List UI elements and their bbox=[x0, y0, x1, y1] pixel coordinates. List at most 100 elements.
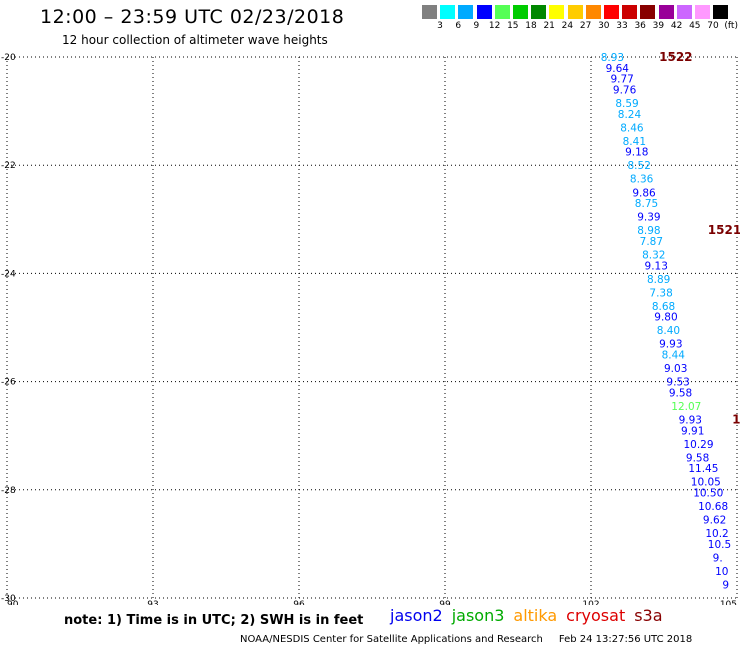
swh-value: 8.75 bbox=[635, 198, 658, 210]
swh-value: 9.77 bbox=[610, 74, 633, 86]
lat-tick-label: -22 bbox=[1, 161, 16, 171]
legend-swatch bbox=[622, 5, 638, 19]
lon-tick-label: 96 bbox=[293, 600, 305, 605]
legend-swatch bbox=[640, 5, 656, 19]
swh-value: 8.32 bbox=[642, 249, 665, 261]
legend-swatch bbox=[422, 5, 437, 19]
swh-value: 10.50 bbox=[693, 488, 723, 500]
legend-label: 21 bbox=[543, 21, 555, 31]
legend-swatch bbox=[676, 5, 692, 19]
legend-swatch bbox=[695, 5, 710, 19]
legend-swatch bbox=[658, 5, 674, 19]
lon-tick-label: 90 bbox=[7, 600, 19, 605]
swh-value: 8.40 bbox=[657, 325, 680, 337]
satellite-altika: altika bbox=[513, 606, 558, 625]
swh-value: 9.93 bbox=[679, 414, 702, 426]
pass-number: 1521 bbox=[708, 223, 740, 237]
swh-value: 9.91 bbox=[681, 425, 704, 437]
swh-value: 8.98 bbox=[637, 225, 660, 237]
page-title: 12:00 – 23:59 UTC 02/23/2018 bbox=[40, 6, 345, 28]
swh-value: 9.62 bbox=[703, 515, 726, 527]
legend-swatch bbox=[604, 5, 619, 19]
swh-value: 8.36 bbox=[630, 174, 654, 186]
legend-swatch bbox=[585, 5, 601, 19]
legend-swatch bbox=[513, 5, 528, 19]
swh-value: 9.03 bbox=[664, 363, 687, 375]
swh-value: 10.29 bbox=[683, 439, 713, 451]
lon-tick-label: 102 bbox=[582, 600, 599, 605]
satellite-jason2: jason2 bbox=[390, 606, 443, 625]
swh-value: 8.93 bbox=[601, 52, 624, 64]
footnote: note: 1) Time is in UTC; 2) SWH is in fe… bbox=[64, 613, 364, 628]
legend-swatch bbox=[476, 5, 492, 19]
satellite-legend: jason2 jason3 altika cryosat s3a bbox=[390, 606, 672, 625]
lat-tick-label: -28 bbox=[1, 486, 16, 496]
pass-number: 1522 bbox=[659, 50, 692, 64]
legend-label: 42 bbox=[670, 21, 683, 31]
lat-tick-label: -26 bbox=[1, 378, 16, 388]
legend-label: 12 bbox=[488, 21, 501, 31]
lon-tick-label: 93 bbox=[147, 600, 158, 605]
legend-swatch bbox=[531, 5, 547, 19]
swh-value: 10.5 bbox=[708, 539, 731, 551]
legend-swatch bbox=[713, 5, 729, 19]
swh-value: 10.2 bbox=[705, 528, 728, 540]
swh-value: 8.68 bbox=[652, 301, 675, 313]
lat-tick-label: -20 bbox=[1, 53, 16, 63]
lon-tick-label: 105 bbox=[720, 600, 737, 605]
legend-label: 3 bbox=[437, 21, 443, 31]
page-subtitle: 12 hour collection of altimeter wave hei… bbox=[62, 33, 328, 47]
swh-value: 9.58 bbox=[686, 452, 709, 464]
lat-tick-label: -30 bbox=[1, 594, 16, 604]
swh-value: 12.07 bbox=[671, 401, 701, 413]
swh-value: 8.59 bbox=[615, 98, 638, 110]
legend-label: 24 bbox=[561, 21, 574, 31]
legend-label: 18 bbox=[525, 21, 537, 31]
legend-label: 15 bbox=[507, 21, 519, 31]
legend-label: 27 bbox=[579, 21, 592, 31]
swh-value: 8.44 bbox=[662, 350, 686, 362]
swh-value: 10.68 bbox=[698, 501, 728, 513]
legend-swatch bbox=[440, 5, 456, 19]
lat-tick-label: -24 bbox=[1, 269, 16, 279]
legend-label: 6 bbox=[455, 21, 462, 31]
pass-labels: 1522 1521 1 bbox=[659, 50, 740, 426]
legend-label: 70 bbox=[707, 21, 719, 31]
swh-value: 9.58 bbox=[669, 387, 692, 399]
credit-text: NOAA/NESDIS Center for Satellite Applica… bbox=[240, 634, 543, 645]
swh-value: 9.39 bbox=[637, 212, 660, 224]
swh-value: 9.86 bbox=[632, 187, 656, 199]
swh-value: 9.80 bbox=[654, 312, 677, 324]
swh-value: 9.13 bbox=[645, 260, 668, 272]
map-grid bbox=[6, 56, 738, 599]
swh-value: 8.24 bbox=[618, 109, 642, 121]
swh-value: 9 bbox=[722, 579, 729, 591]
legend-label: 45 bbox=[689, 21, 701, 31]
credit-line: NOAA/NESDIS Center for Satellite Applica… bbox=[240, 634, 692, 645]
swh-value: 9.53 bbox=[666, 377, 689, 389]
legend-label: 9 bbox=[473, 21, 480, 31]
swh-value: 7.38 bbox=[649, 287, 672, 299]
legend-swatch bbox=[567, 5, 583, 19]
legend-swatch bbox=[549, 5, 565, 19]
swh-observations: 8.939.649.779.76 8.598.248.46 8.419.188.52… bbox=[601, 52, 731, 591]
swh-value: 9.76 bbox=[613, 84, 637, 96]
legend-label: (ft) bbox=[724, 21, 738, 31]
legend-label: 36 bbox=[634, 21, 646, 31]
legend-swatch bbox=[458, 5, 474, 19]
swh-value: 10.05 bbox=[691, 477, 721, 489]
swh-value: 11.45 bbox=[688, 463, 718, 475]
satellite-jason3: jason3 bbox=[451, 606, 505, 625]
legend-label: 30 bbox=[598, 21, 610, 31]
swh-value: 8.89 bbox=[647, 274, 670, 286]
legend-label: 33 bbox=[616, 21, 628, 31]
generated-timestamp: Feb 24 13:27:56 UTC 2018 bbox=[558, 634, 693, 645]
swh-value: 7.87 bbox=[640, 236, 663, 248]
satellite-s3a: s3a bbox=[634, 606, 663, 625]
swh-value: 8.46 bbox=[620, 122, 644, 134]
pass-number: 1 bbox=[732, 412, 740, 426]
swh-value: 8.52 bbox=[628, 160, 651, 172]
legend-label: 39 bbox=[652, 21, 665, 31]
swh-value: 9.18 bbox=[625, 147, 648, 159]
